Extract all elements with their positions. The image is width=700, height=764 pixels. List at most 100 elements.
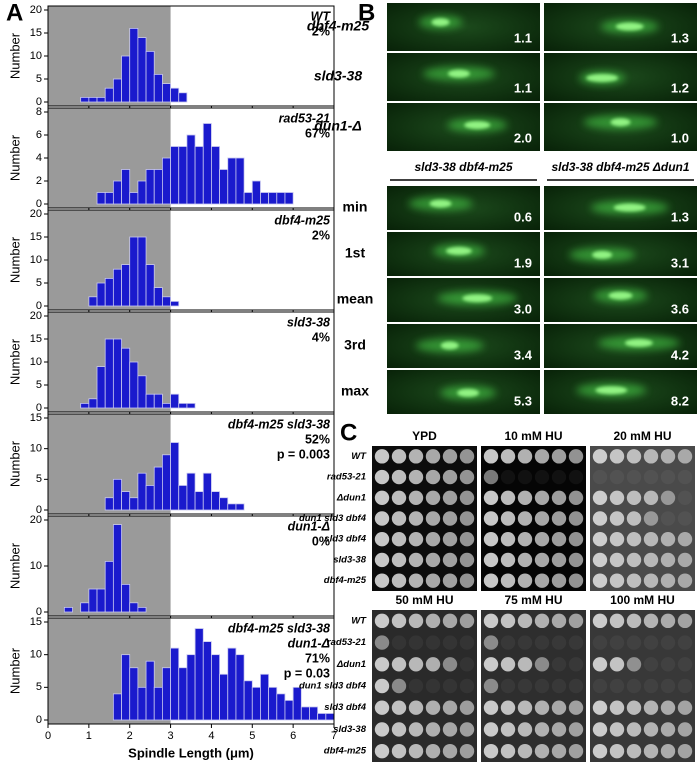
row-label: mean — [337, 291, 374, 307]
percent-label: 2% — [312, 228, 330, 242]
strain-label: sld3-38 — [333, 554, 366, 565]
colony-spot — [534, 635, 550, 650]
colony-spot — [374, 449, 390, 464]
spindle — [615, 22, 644, 31]
colony-spot — [551, 490, 567, 505]
bar — [194, 491, 204, 511]
bar — [80, 97, 90, 103]
colony-spot — [517, 700, 533, 715]
colony-spot — [408, 532, 424, 547]
row-label: max — [341, 383, 369, 399]
colony-spot — [425, 722, 441, 737]
colony-spot — [534, 657, 550, 672]
colony-spot — [442, 700, 458, 715]
colony-spot — [374, 743, 390, 759]
colony-spot — [609, 722, 625, 737]
bar — [325, 713, 335, 721]
bar — [145, 264, 155, 307]
colony-spot — [568, 511, 584, 526]
colony-spot — [626, 722, 642, 737]
bar — [104, 338, 114, 409]
bar — [80, 402, 90, 409]
colony-spot — [592, 573, 608, 588]
column-header: sld3-38 dbf4-m25 Δdun1 — [551, 160, 689, 174]
colony-spot — [534, 449, 550, 464]
micrograph: 1.9 — [387, 232, 540, 276]
micrograph: 0.6 — [387, 186, 540, 230]
colony-spot — [626, 678, 642, 694]
colony-spot — [660, 511, 676, 526]
colony-spot — [677, 532, 693, 547]
bar — [170, 300, 180, 307]
plate — [372, 446, 477, 591]
bar — [284, 700, 294, 721]
colony-spot — [500, 449, 516, 464]
x-tick-label: 5 — [249, 730, 255, 742]
spindle — [440, 341, 459, 350]
colony-spot — [425, 490, 441, 505]
colony-spot — [517, 449, 533, 464]
y-tick-label: 20 — [30, 310, 42, 322]
colony-spot — [534, 722, 550, 737]
y-axis-label: Number — [7, 440, 22, 487]
bar — [145, 660, 155, 721]
colony-spot — [425, 573, 441, 588]
colony-spot — [374, 532, 390, 547]
colony-spot — [483, 700, 499, 715]
colony-spot — [568, 532, 584, 547]
bar — [161, 157, 171, 205]
bar — [161, 296, 171, 307]
colony-spot — [551, 700, 567, 715]
bar — [211, 491, 221, 511]
colony-spot — [551, 722, 567, 737]
bar — [276, 192, 286, 205]
bar — [202, 641, 212, 721]
colony-spot — [425, 532, 441, 547]
bar — [219, 673, 229, 721]
colony-spot — [408, 613, 424, 629]
colony-spot — [500, 573, 516, 588]
colony-spot — [643, 511, 659, 526]
colony-spot — [626, 552, 642, 568]
colony-spot — [442, 743, 458, 759]
colony-spot — [374, 573, 390, 588]
colony-spot — [425, 552, 441, 568]
bar — [104, 561, 114, 613]
colony-spot — [442, 449, 458, 464]
colony-spot — [609, 613, 625, 629]
colony-spot — [551, 635, 567, 650]
colony-spot — [500, 552, 516, 568]
colony-spot — [534, 552, 550, 568]
bar — [260, 192, 270, 205]
micrograph: 3.1 — [544, 232, 697, 276]
colony-spot — [408, 552, 424, 568]
bar — [129, 27, 139, 103]
bar — [129, 361, 139, 409]
colony-spot — [592, 743, 608, 759]
panel-label: B — [358, 0, 375, 26]
colony-spot — [592, 449, 608, 464]
bar — [112, 524, 122, 613]
y-tick-label: 15 — [30, 27, 42, 39]
y-tick-label: 4 — [36, 152, 42, 164]
bar — [235, 157, 245, 205]
bar — [194, 146, 204, 205]
bar — [104, 277, 114, 307]
bar — [235, 503, 245, 511]
colony-spot — [374, 511, 390, 526]
y-tick-label: 10 — [30, 443, 42, 455]
spindle — [464, 121, 491, 130]
colony-spot — [425, 700, 441, 715]
strain-label: sld3 dbf4 — [324, 534, 366, 545]
bar — [88, 296, 98, 307]
bar — [186, 134, 196, 205]
y-tick-label: 0 — [36, 714, 42, 726]
percent-label: 52% — [305, 432, 330, 446]
bar — [137, 686, 147, 721]
bar — [170, 393, 180, 409]
colony-spot — [374, 490, 390, 505]
bar — [292, 686, 302, 721]
row-label: sld3-38 — [314, 68, 362, 84]
colony-spot — [483, 657, 499, 672]
genotype-label: dbf4-m25 sld3-38 — [228, 621, 330, 635]
